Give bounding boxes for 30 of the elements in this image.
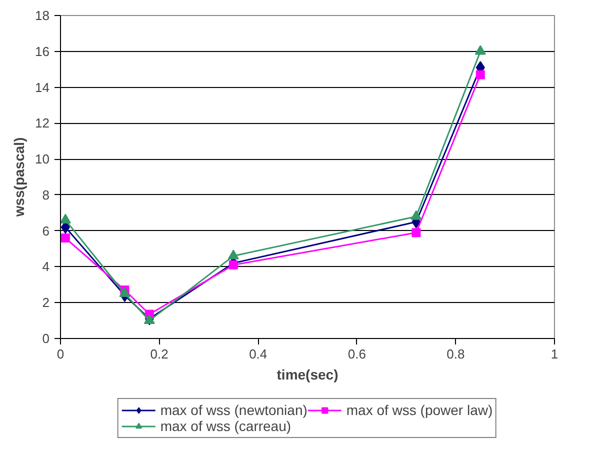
point: [60, 234, 70, 243]
point: [228, 260, 238, 270]
y-tick-label: 2: [42, 295, 50, 310]
y-tick-label: 12: [35, 116, 50, 131]
y-tick-label: 16: [35, 44, 50, 59]
x-tick-label: 0.4: [249, 346, 268, 362]
point: [410, 210, 422, 220]
point: [474, 45, 486, 55]
x-tick-label: 1: [550, 346, 558, 362]
y-tick-label: 4: [42, 259, 50, 274]
x-axis-title: time(sec): [276, 366, 338, 382]
point: [228, 250, 239, 260]
point: [119, 287, 130, 298]
y-tick-label: 14: [35, 80, 50, 95]
legend-label: max of wss (newtonian): [160, 402, 308, 418]
x-tick-label: 0.8: [446, 346, 465, 362]
y-axis-title: wss(pascal): [11, 137, 28, 218]
y-tick-label: 18: [35, 8, 50, 23]
y-tick-label: 0: [42, 331, 50, 346]
x-tick-label: 0.2: [150, 346, 168, 362]
y-tick-label: 8: [42, 187, 50, 202]
legend-label: max of wss (carreau): [160, 418, 292, 434]
point: [60, 214, 71, 224]
legend-label: max of wss (power law): [346, 402, 493, 418]
point: [476, 70, 485, 80]
y-tick-label: 6: [42, 223, 50, 238]
x-tick-label: 0.6: [348, 346, 366, 362]
point: [412, 228, 421, 238]
x-tick-label: 0: [56, 346, 64, 362]
y-tick-label: 10: [35, 152, 50, 167]
